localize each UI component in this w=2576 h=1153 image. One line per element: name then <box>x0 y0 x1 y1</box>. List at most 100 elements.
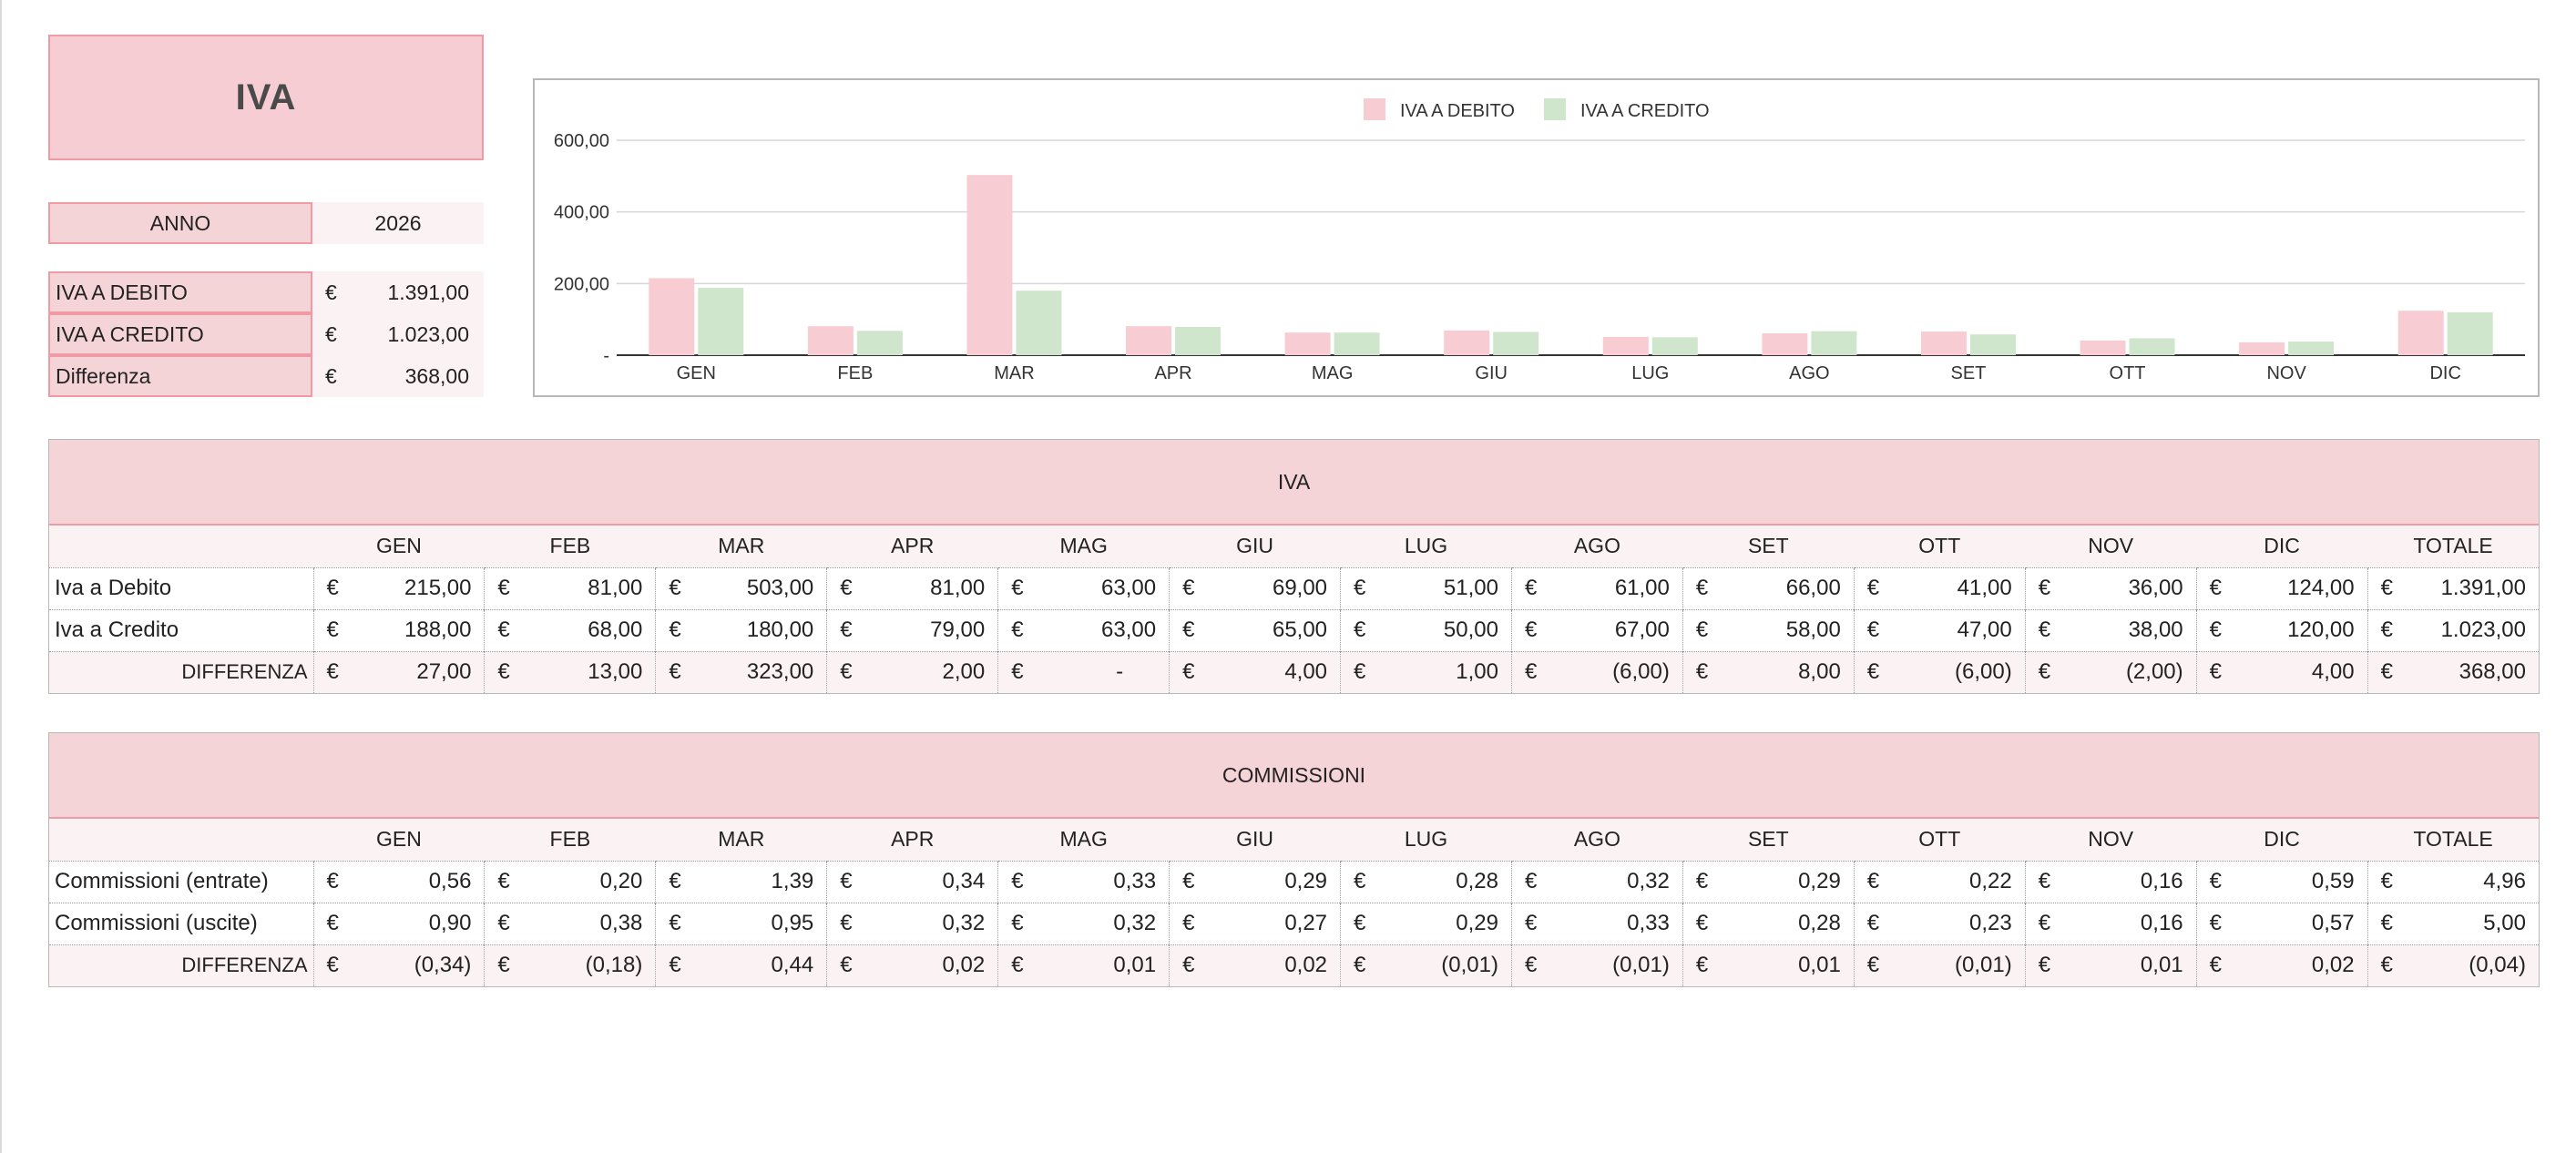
data-cell[interactable]: €69,00 <box>1169 566 1341 609</box>
data-cell[interactable]: € (2,00) <box>2024 650 2197 693</box>
column-header[interactable]: AGO <box>1511 819 1683 861</box>
data-cell[interactable]: € (0,01) <box>1340 944 1512 986</box>
column-header[interactable]: APR <box>826 525 998 567</box>
data-cell[interactable]: €323,00 <box>655 650 827 693</box>
data-cell[interactable]: €180,00 <box>655 608 827 651</box>
data-cell[interactable]: € (0,18) <box>484 944 656 986</box>
row-label[interactable]: Iva a Credito <box>49 608 313 651</box>
data-cell[interactable]: €0,23 <box>1853 902 2026 944</box>
data-cell[interactable]: €65,00 <box>1169 608 1341 651</box>
data-cell[interactable]: €0,32 <box>997 902 1170 944</box>
column-header[interactable]: TOTALE <box>2367 525 2539 567</box>
data-cell[interactable]: € (6,00) <box>1510 650 1683 693</box>
data-cell[interactable]: €124,00 <box>2195 566 2368 609</box>
data-cell[interactable]: €215,00 <box>312 566 485 609</box>
column-header[interactable]: SET <box>1682 525 1855 567</box>
data-cell[interactable]: €0,29 <box>1169 860 1341 903</box>
data-cell[interactable]: €0,29 <box>1340 902 1512 944</box>
column-header[interactable]: TOTALE <box>2367 819 2539 861</box>
data-cell[interactable]: €2,00 <box>826 650 998 693</box>
column-header[interactable]: APR <box>826 819 998 861</box>
row-label[interactable]: DIFFERENZA <box>49 650 313 693</box>
summary-value-cell[interactable]: € 1.023,00 <box>312 313 484 355</box>
data-cell[interactable]: €38,00 <box>2024 608 2197 651</box>
data-cell[interactable]: € (0,01) <box>1510 944 1683 986</box>
data-cell[interactable]: €0,27 <box>1169 902 1341 944</box>
data-cell[interactable]: €63,00 <box>997 566 1170 609</box>
data-cell[interactable]: €1.391,00 <box>2366 566 2539 609</box>
commissioni-table-title[interactable]: COMMISSIONI <box>49 733 2539 819</box>
summary-label[interactable]: IVA A DEBITO <box>48 271 312 313</box>
row-label[interactable]: Commissioni (entrate) <box>49 860 313 903</box>
year-value[interactable]: 2026 <box>312 202 484 244</box>
data-cell[interactable]: €27,00 <box>312 650 485 693</box>
data-cell[interactable]: € - <box>997 650 1170 693</box>
column-header[interactable]: MAG <box>997 525 1170 567</box>
data-cell[interactable]: €120,00 <box>2195 608 2368 651</box>
year-label[interactable]: ANNO <box>48 202 312 244</box>
column-header[interactable]: AGO <box>1511 525 1683 567</box>
data-cell[interactable]: €4,96 <box>2366 860 2539 903</box>
data-cell[interactable]: €0,34 <box>826 860 998 903</box>
summary-value-cell[interactable]: € 1.391,00 <box>312 271 484 313</box>
row-label[interactable]: DIFFERENZA <box>49 944 313 986</box>
column-header[interactable]: DIC <box>2196 525 2368 567</box>
data-cell[interactable]: €58,00 <box>1682 608 1855 651</box>
data-cell[interactable]: €0,02 <box>2195 944 2368 986</box>
data-cell[interactable]: €61,00 <box>1510 566 1683 609</box>
data-cell[interactable]: €503,00 <box>655 566 827 609</box>
data-cell[interactable]: €0,44 <box>655 944 827 986</box>
column-header[interactable]: OTT <box>1854 819 2026 861</box>
data-cell[interactable]: €8,00 <box>1682 650 1855 693</box>
column-header[interactable]: NOV <box>2025 819 2197 861</box>
data-cell[interactable]: €0,32 <box>826 902 998 944</box>
column-header[interactable]: GEN <box>313 819 485 861</box>
column-header[interactable]: MAR <box>655 819 827 861</box>
data-cell[interactable]: €1.023,00 <box>2366 608 2539 651</box>
summary-label[interactable]: Differenza <box>48 355 312 397</box>
data-cell[interactable]: €4,00 <box>1169 650 1341 693</box>
column-header[interactable]: NOV <box>2025 525 2197 567</box>
data-cell[interactable]: €0,57 <box>2195 902 2368 944</box>
data-cell[interactable]: €66,00 <box>1682 566 1855 609</box>
data-cell[interactable]: €0,95 <box>655 902 827 944</box>
data-cell[interactable]: €50,00 <box>1340 608 1512 651</box>
data-cell[interactable]: €68,00 <box>484 608 656 651</box>
column-header[interactable]: DIC <box>2196 819 2368 861</box>
data-cell[interactable]: €188,00 <box>312 608 485 651</box>
data-cell[interactable]: €0,02 <box>1169 944 1341 986</box>
data-cell[interactable]: €0,29 <box>1682 860 1855 903</box>
data-cell[interactable]: €368,00 <box>2366 650 2539 693</box>
data-cell[interactable]: €0,33 <box>997 860 1170 903</box>
data-cell[interactable]: € (0,01) <box>1853 944 2026 986</box>
page-title[interactable]: IVA <box>48 35 484 160</box>
data-cell[interactable]: €81,00 <box>826 566 998 609</box>
column-header[interactable]: FEB <box>484 525 656 567</box>
data-cell[interactable]: €1,00 <box>1340 650 1512 693</box>
data-cell[interactable]: €5,00 <box>2366 902 2539 944</box>
data-cell[interactable]: €1,39 <box>655 860 827 903</box>
data-cell[interactable]: €0,01 <box>2024 944 2197 986</box>
data-cell[interactable]: €41,00 <box>1853 566 2026 609</box>
data-cell[interactable]: €36,00 <box>2024 566 2197 609</box>
data-cell[interactable]: €0,38 <box>484 902 656 944</box>
data-cell[interactable]: € (0,04) <box>2366 944 2539 986</box>
summary-label[interactable]: IVA A CREDITO <box>48 313 312 355</box>
column-header[interactable]: GIU <box>1169 819 1341 861</box>
column-header[interactable]: OTT <box>1854 525 2026 567</box>
column-header[interactable]: LUG <box>1340 525 1512 567</box>
data-cell[interactable]: €13,00 <box>484 650 656 693</box>
data-cell[interactable]: €0,16 <box>2024 902 2197 944</box>
column-header[interactable]: MAR <box>655 525 827 567</box>
data-cell[interactable]: €4,00 <box>2195 650 2368 693</box>
data-cell[interactable]: €0,16 <box>2024 860 2197 903</box>
data-cell[interactable]: €81,00 <box>484 566 656 609</box>
data-cell[interactable]: €0,20 <box>484 860 656 903</box>
iva-bar-chart[interactable]: - 200,00 400,00 600,00 GEN FEB MAR APR MAG GIU LUG… <box>533 78 2540 397</box>
column-header[interactable]: FEB <box>484 819 656 861</box>
data-cell[interactable]: €0,59 <box>2195 860 2368 903</box>
data-cell[interactable]: €47,00 <box>1853 608 2026 651</box>
data-cell[interactable]: € (6,00) <box>1853 650 2026 693</box>
iva-table-title[interactable]: IVA <box>49 440 2539 525</box>
data-cell[interactable]: €63,00 <box>997 608 1170 651</box>
